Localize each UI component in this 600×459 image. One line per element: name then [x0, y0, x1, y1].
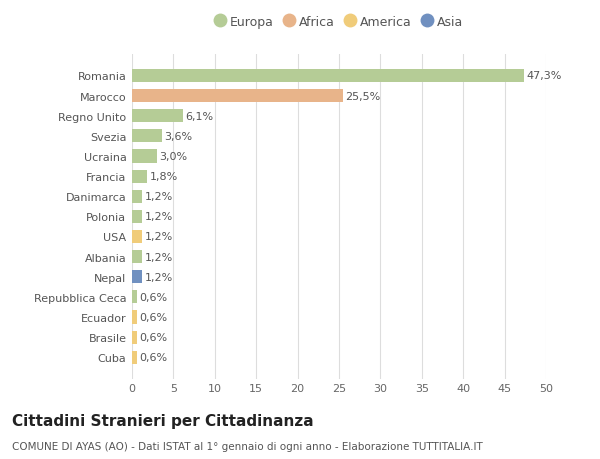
Bar: [132, 150, 157, 163]
Bar: [132, 251, 142, 263]
Legend: Europa, Africa, America, Asia: Europa, Africa, America, Asia: [215, 16, 463, 29]
Bar: [132, 170, 147, 183]
Bar: [132, 291, 137, 304]
Text: Cittadini Stranieri per Cittadinanza: Cittadini Stranieri per Cittadinanza: [12, 413, 314, 428]
Text: 1,2%: 1,2%: [145, 232, 173, 242]
Text: 1,2%: 1,2%: [145, 272, 173, 282]
Bar: [132, 110, 182, 123]
Bar: [132, 90, 343, 103]
Text: 0,6%: 0,6%: [139, 332, 167, 342]
Text: 3,6%: 3,6%: [164, 132, 193, 141]
Bar: [132, 331, 137, 344]
Bar: [132, 230, 142, 243]
Bar: [132, 271, 142, 284]
Bar: [132, 70, 524, 83]
Text: 25,5%: 25,5%: [346, 91, 381, 101]
Text: 1,8%: 1,8%: [149, 172, 178, 182]
Text: COMUNE DI AYAS (AO) - Dati ISTAT al 1° gennaio di ogni anno - Elaborazione TUTTI: COMUNE DI AYAS (AO) - Dati ISTAT al 1° g…: [12, 441, 483, 451]
Bar: [132, 130, 162, 143]
Text: 1,2%: 1,2%: [145, 252, 173, 262]
Text: 1,2%: 1,2%: [145, 212, 173, 222]
Text: 1,2%: 1,2%: [145, 192, 173, 202]
Text: 6,1%: 6,1%: [185, 112, 213, 122]
Text: 0,6%: 0,6%: [139, 312, 167, 322]
Text: 0,6%: 0,6%: [139, 292, 167, 302]
Bar: [132, 210, 142, 224]
Text: 0,6%: 0,6%: [139, 353, 167, 363]
Bar: [132, 351, 137, 364]
Text: 47,3%: 47,3%: [526, 71, 562, 81]
Text: 3,0%: 3,0%: [160, 151, 187, 162]
Bar: [132, 311, 137, 324]
Bar: [132, 190, 142, 203]
